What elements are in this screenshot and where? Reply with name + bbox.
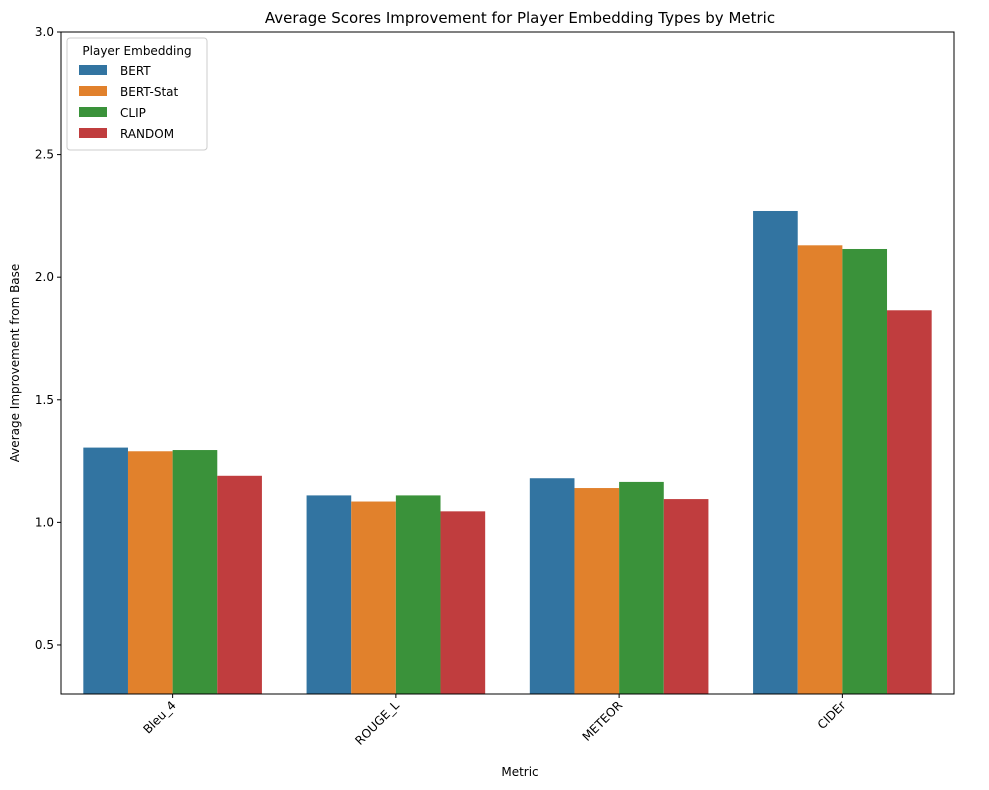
legend-swatch	[79, 65, 107, 75]
bar-bert-stat-cider	[797, 245, 843, 695]
bar-bert-stat-bleu_4	[127, 451, 173, 694]
legend-label: RANDOM	[120, 127, 174, 141]
legend-swatch	[79, 128, 107, 138]
legend-label: BERT	[120, 64, 151, 78]
y-tick-label: 0.5	[35, 638, 54, 652]
x-axis-label: Metric	[501, 765, 538, 779]
bar-bert-rouge_l	[306, 495, 352, 694]
y-tick-label: 2.0	[35, 270, 54, 284]
bar-random-meteor	[663, 499, 709, 694]
bar-random-rouge_l	[440, 511, 486, 694]
y-tick-label: 3.0	[35, 25, 54, 39]
x-tick-label: Bleu_4	[140, 698, 178, 736]
x-axis: Bleu_4 ROUGE_L METEOR CIDEr	[140, 694, 849, 748]
legend-title: Player Embedding	[82, 44, 191, 58]
legend-swatch	[79, 86, 107, 96]
y-axis: 0.5 1.0 1.5 2.0 2.5 3.0	[35, 25, 61, 652]
bar-clip-cider	[842, 248, 888, 694]
bar-clip-meteor	[619, 481, 664, 694]
bar-clip-rouge_l	[395, 495, 441, 694]
legend-items: BERT BERT-Stat CLIP RANDOM	[79, 64, 179, 141]
bar-clip-bleu_4	[172, 450, 218, 694]
bar-bert-stat-rouge_l	[351, 501, 396, 694]
bars-group	[83, 210, 932, 695]
legend-swatch	[79, 107, 107, 117]
bar-bert-bleu_4	[83, 447, 128, 694]
y-tick-label: 1.5	[35, 393, 54, 407]
x-tick-label: ROUGE_L	[352, 698, 402, 748]
x-tick-label: METEOR	[580, 698, 626, 744]
y-axis-label: Average Improvement from Base	[8, 264, 22, 463]
bar-bert-stat-meteor	[574, 488, 620, 694]
legend-label: BERT-Stat	[120, 85, 179, 99]
legend: Player Embedding BERT BERT-Stat CLIP RANDOM	[66, 37, 208, 151]
bar-bert-cider	[753, 210, 798, 695]
bar-bert-meteor	[529, 478, 575, 694]
chart-title: Average Scores Improvement for Player Em…	[265, 9, 775, 27]
bar-random-cider	[887, 310, 932, 694]
bar-random-bleu_4	[217, 475, 262, 694]
plot-frame	[60, 31, 955, 695]
y-tick-label: 1.0	[35, 515, 54, 529]
legend-label: CLIP	[120, 106, 146, 120]
y-tick-label: 2.5	[35, 148, 54, 162]
x-tick-label: CIDEr	[815, 698, 849, 732]
